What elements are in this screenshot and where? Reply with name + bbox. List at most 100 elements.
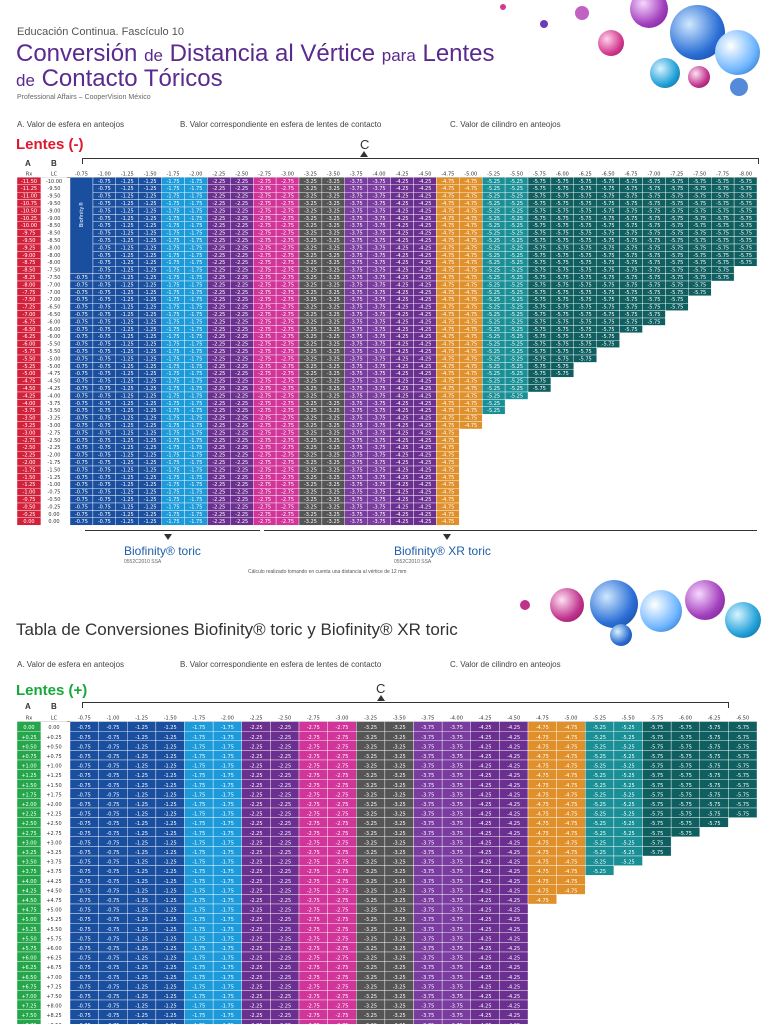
plus-cell-value: -4.25	[507, 812, 520, 818]
minus-cell-value: -4.25	[396, 497, 409, 503]
minus-cell-value: -5.75	[716, 260, 729, 266]
minus-cell-value: -4.25	[396, 312, 409, 318]
minus-cell-value: -0.75	[75, 408, 88, 414]
minus-cell-value: -5.75	[579, 305, 592, 311]
plus-cell-value: -2.75	[307, 821, 320, 827]
plus-cell-value: -1.25	[164, 869, 177, 875]
minus-cell-value: -2.25	[235, 231, 248, 237]
plus-cell-value: -3.25	[364, 821, 377, 827]
minus-cell-value: -2.75	[258, 379, 271, 385]
minus-cell-value: -3.25	[327, 423, 340, 429]
minus-cell-value: -2.25	[212, 467, 225, 473]
plus-cyl-header: -1.00	[106, 716, 119, 722]
minus-cell-value: -4.25	[418, 179, 431, 185]
plus-cell-value: -2.75	[307, 888, 320, 894]
minus-cell-value: -3.25	[327, 512, 340, 518]
plus-cell-value: -2.25	[250, 869, 263, 875]
minus-cell-value: -4.75	[441, 275, 454, 281]
minus-cell-value: -3.75	[373, 231, 386, 237]
minus-cell-value: -1.75	[189, 504, 202, 510]
plus-lc-value: +5.50	[46, 927, 61, 933]
plus-cell-value: -2.25	[250, 936, 263, 942]
minus-cell-value: -1.25	[144, 416, 157, 422]
plus-cell-value: -2.25	[278, 773, 291, 779]
minus-cell-value: -2.75	[281, 312, 294, 318]
minus-cell-value: -2.75	[258, 371, 271, 377]
minus-cell-value: -2.75	[258, 482, 271, 488]
minus-cell-value: -5.75	[693, 231, 706, 237]
minus-cell-value: -0.75	[98, 497, 111, 503]
minus-cell-value: -4.75	[441, 312, 454, 318]
plus-rx-value: +1.00	[21, 764, 36, 770]
minus-cell-value: -2.75	[281, 290, 294, 296]
minus-cell-value: -5.75	[693, 238, 706, 244]
plus-cell-value: -5.25	[622, 850, 635, 856]
minus-lc-value: 0.00	[48, 519, 59, 525]
plus-cell-value: -3.25	[364, 783, 377, 789]
minus-cell-value: -5.75	[716, 201, 729, 207]
decorative-bubbles-top	[480, 0, 768, 100]
minus-cell-value: -3.75	[350, 231, 363, 237]
minus-cell-value: -1.25	[144, 223, 157, 229]
plus-cell-value: -2.25	[278, 984, 291, 990]
plus-cell-value: -1.75	[192, 783, 205, 789]
minus-cell-value: -1.75	[167, 238, 180, 244]
minus-cell-value: -4.75	[441, 201, 454, 207]
brand1-bracket	[85, 530, 260, 531]
minus-cell-value: -5.75	[647, 208, 660, 214]
plus-cyl-header: -4.25	[479, 716, 492, 722]
minus-cell-value: -0.75	[75, 482, 88, 488]
plus-cell-value: -3.25	[393, 773, 406, 779]
minus-cell-value: -5.75	[533, 253, 546, 259]
minus-lc-value: -4.00	[48, 393, 61, 399]
minus-cell-value: -2.75	[281, 216, 294, 222]
minus-cell-value: -5.75	[602, 245, 615, 251]
plus-cell-value: -5.75	[736, 754, 749, 760]
plus-cell-value: -2.25	[278, 792, 291, 798]
minus-cell-value: -4.25	[396, 342, 409, 348]
minus-rx-value: -9.50	[23, 238, 36, 244]
plus-cell-value: -3.75	[421, 946, 434, 952]
minus-cell-value: -1.75	[167, 504, 180, 510]
minus-cell-value: -4.75	[441, 327, 454, 333]
minus-cell-value: -4.25	[418, 379, 431, 385]
minus-rx-value: -0.25	[23, 512, 36, 518]
minus-cell-value: -3.75	[350, 438, 363, 444]
plus-cell-value: -3.75	[421, 735, 434, 741]
minus-cyl-header: -4.75	[441, 171, 454, 177]
minus-cell-value: -1.25	[121, 416, 134, 422]
minus-cell-value: -1.75	[189, 342, 202, 348]
minus-cell-value: -5.75	[739, 179, 752, 185]
minus-cell-value: -0.75	[98, 282, 111, 288]
plus-cell-value: -4.75	[564, 821, 577, 827]
plus-cell-value: -5.75	[736, 783, 749, 789]
plus-cell-value: -0.75	[78, 975, 91, 981]
minus-cell-value: -2.75	[281, 327, 294, 333]
plus-cell-value: -3.25	[364, 850, 377, 856]
plus-cell-value: -3.25	[393, 1004, 406, 1010]
minus-cell-value: -0.75	[75, 282, 88, 288]
minus-cell-value: -1.75	[167, 268, 180, 274]
plus-cell-value: -1.75	[221, 821, 234, 827]
minus-cell-value: -5.25	[487, 186, 500, 192]
plus-cell-value: -1.75	[221, 735, 234, 741]
minus-cell-value: -5.75	[693, 223, 706, 229]
plus-cell-value: -5.75	[679, 725, 692, 731]
plus-cell-value: -4.25	[507, 850, 520, 856]
plus-cyl-header: -1.50	[164, 716, 177, 722]
minus-cell-value: -2.25	[235, 179, 248, 185]
minus-cell-value: -1.75	[189, 490, 202, 496]
minus-cell-value: -2.75	[281, 201, 294, 207]
minus-cell-value: -4.75	[441, 216, 454, 222]
minus-cell-value: -3.75	[373, 423, 386, 429]
plus-cell-value: -2.25	[250, 802, 263, 808]
plus-cell-value: -5.25	[622, 821, 635, 827]
plus-cyl-header: -2.50	[278, 716, 291, 722]
minus-cell-value: -0.75	[75, 490, 88, 496]
legend2-b: B. Valor correspondiente en esfera de le…	[180, 660, 382, 669]
plus-cell-value: -1.25	[164, 802, 177, 808]
minus-cell-value: -4.75	[464, 408, 477, 414]
minus-lc-value: -3.50	[48, 408, 61, 414]
plus-cell-value: -1.25	[164, 965, 177, 971]
plus-cell-value: -4.75	[536, 850, 549, 856]
